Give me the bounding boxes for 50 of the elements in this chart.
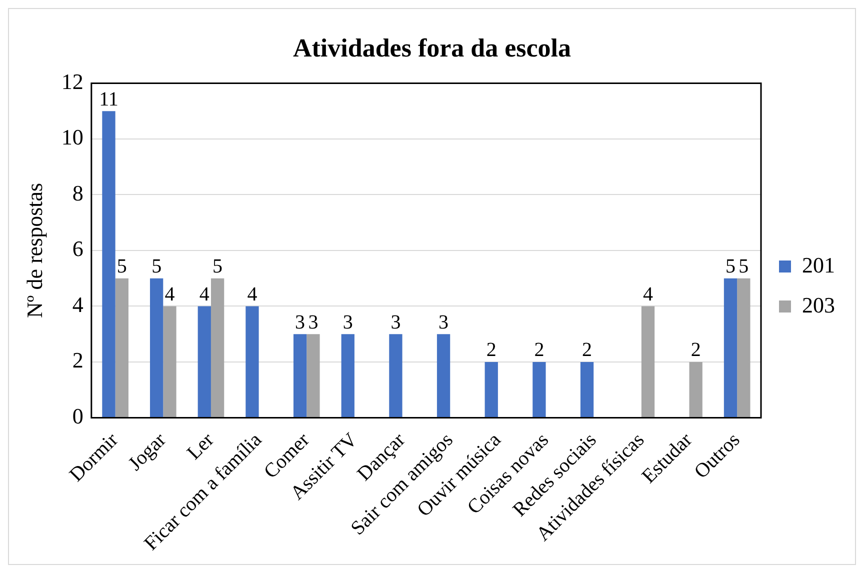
y-tick-label: 10	[61, 124, 84, 150]
bar	[484, 362, 498, 418]
bar	[293, 334, 307, 418]
bar	[102, 111, 116, 418]
data-label: 11	[99, 88, 118, 110]
data-label: 4	[199, 283, 210, 306]
y-tick-label: 8	[72, 180, 84, 206]
bar	[641, 306, 655, 418]
data-label: 5	[212, 256, 223, 278]
bar	[724, 278, 738, 418]
chart-title: Atividades fora da escola	[292, 33, 572, 62]
bar	[737, 278, 750, 418]
y-tick-label: 4	[72, 292, 84, 317]
y-tick-label: 6	[72, 236, 84, 262]
y-tick-label: 2	[72, 348, 84, 373]
legend-label: 203	[802, 292, 835, 318]
y-tick-label: 0	[72, 403, 84, 428]
bar	[341, 334, 354, 418]
data-label: 3	[438, 311, 449, 334]
bar	[246, 306, 259, 418]
x-tick-label: Ler	[183, 428, 218, 464]
data-label: 5	[726, 256, 736, 278]
data-label: 5	[738, 256, 749, 278]
data-label: 2	[534, 339, 544, 362]
bar	[306, 334, 320, 418]
data-label: 5	[116, 256, 127, 278]
data-label: 2	[690, 339, 701, 362]
bar	[689, 362, 702, 418]
bar	[150, 278, 164, 418]
bar	[532, 362, 546, 418]
data-label: 4	[247, 283, 258, 306]
bar	[115, 278, 128, 418]
data-label: 4	[643, 283, 654, 306]
data-label: 4	[164, 283, 175, 306]
bar	[198, 306, 211, 418]
y-axis-title: Nº de respostas	[22, 182, 47, 318]
data-label: 2	[582, 339, 592, 362]
data-label: 3	[295, 311, 306, 334]
legend-label: 201	[802, 252, 835, 278]
data-label: 3	[308, 311, 318, 334]
data-label: 5	[152, 256, 162, 278]
bar	[436, 334, 450, 418]
data-label: 3	[342, 311, 353, 334]
data-label: 3	[390, 311, 401, 334]
bar	[163, 306, 176, 418]
y-tick-label: 12	[61, 68, 84, 94]
bar	[580, 362, 594, 418]
bar	[210, 278, 224, 418]
data-label: 2	[486, 339, 496, 362]
bar	[389, 334, 402, 418]
